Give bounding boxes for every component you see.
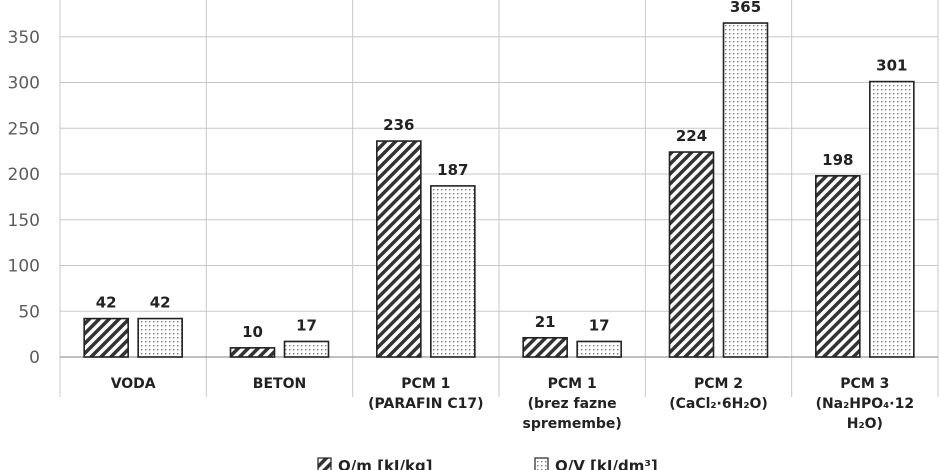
x-category-label: PCM 1 xyxy=(548,376,597,392)
x-category-label: PCM 3 xyxy=(840,376,889,392)
legend-label: Q/m [kJ/kg] xyxy=(338,457,433,470)
data-label: 17 xyxy=(589,316,610,334)
data-label: 224 xyxy=(676,127,707,145)
data-label: 365 xyxy=(730,0,761,16)
x-category-label: (Na₂HPO₄·12 xyxy=(816,396,915,412)
y-tick-label: 0 xyxy=(29,348,40,368)
bar-qm xyxy=(522,336,568,358)
legend-swatch-qm xyxy=(317,457,332,470)
data-label: 21 xyxy=(535,313,556,331)
bar-qm xyxy=(229,347,276,358)
bar-qm xyxy=(83,317,129,358)
bar-qv xyxy=(869,80,915,358)
data-label: 42 xyxy=(96,294,117,312)
y-tick-label: 150 xyxy=(8,211,40,231)
legend-label: Q/V [kJ/dm³] xyxy=(555,457,658,470)
bar-qm xyxy=(815,175,861,358)
bar-qv xyxy=(137,317,183,358)
bar-qm xyxy=(668,151,715,358)
y-tick-label: 350 xyxy=(8,28,40,48)
x-category-label: spremembe) xyxy=(522,416,621,432)
y-tick-label: 200 xyxy=(8,165,40,185)
bar-qv xyxy=(283,340,330,358)
y-tick-label: 300 xyxy=(8,74,40,94)
data-label: 236 xyxy=(383,116,414,134)
legend: Q/m [kJ/kg] Q/V [kJ/dm³] xyxy=(317,457,658,470)
y-tick-label: 50 xyxy=(18,302,40,322)
y-tick-label: 100 xyxy=(8,257,40,277)
y-tick-label: 250 xyxy=(8,119,40,139)
bar-qm xyxy=(376,140,422,358)
data-label: 10 xyxy=(242,323,263,341)
bar-qv xyxy=(722,22,769,358)
x-category-label: PCM 1 xyxy=(401,376,450,392)
labels-layer: 0 50 100 150 200 250 300 350 42 42 VODA 10 17 BETON 23… xyxy=(8,0,915,432)
bars-layer xyxy=(83,22,915,358)
x-category-label: H₂O) xyxy=(847,416,883,432)
bar-qv xyxy=(430,185,476,358)
data-label: 198 xyxy=(822,151,853,169)
data-label: 17 xyxy=(296,316,317,334)
data-label: 301 xyxy=(876,57,907,75)
data-label: 42 xyxy=(150,294,171,312)
legend-swatch-qv xyxy=(534,457,549,470)
x-category-label: (brez fazne xyxy=(528,396,617,412)
data-label: 187 xyxy=(437,161,468,179)
x-category-label: PCM 2 xyxy=(694,376,743,392)
x-category-label: VODA xyxy=(111,376,156,392)
x-category-label: (CaCl₂·6H₂O) xyxy=(669,396,768,412)
x-category-label: BETON xyxy=(253,376,306,392)
grid-layer xyxy=(59,0,939,397)
bar-qv xyxy=(576,340,622,358)
x-category-label: (PARAFIN C17) xyxy=(368,396,483,412)
